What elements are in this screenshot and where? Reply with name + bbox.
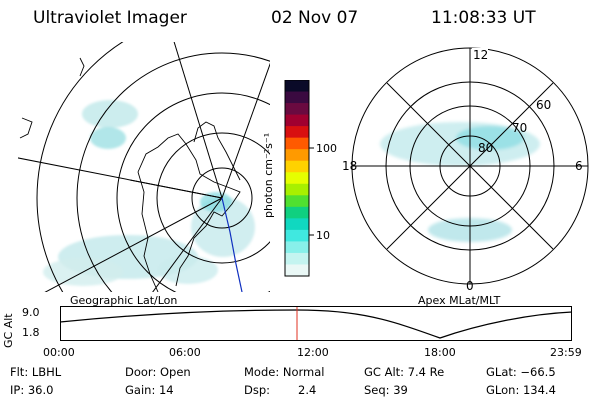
ip-readout: IP: 36.0	[10, 383, 54, 397]
glon-readout: GLon: 134.4	[486, 383, 556, 397]
mlat-label-60: 60	[536, 98, 551, 112]
dsp-value: 2.4	[298, 383, 317, 397]
left-map-caption: Geographic Lat/Lon	[70, 294, 178, 307]
gc-alt-ylabel: GC Alt	[2, 313, 15, 348]
right-polar-caption: Apex MLat/MLT	[418, 294, 501, 307]
colorbar-band	[285, 126, 309, 139]
gc-alt-ytick-1-8: 1.8	[22, 326, 40, 339]
colorbar-band	[285, 264, 309, 277]
polar-mlat-mlt-plot: 12 18 6 0 60 70 80	[342, 47, 589, 292]
colorbar-band	[285, 183, 309, 196]
colorbar-band	[285, 91, 309, 104]
colorbar-band	[285, 252, 309, 266]
xtick-1800: 18:00	[424, 346, 456, 359]
colorbar-unit-label: photon cm⁻²s⁻¹	[262, 132, 275, 218]
instrument-title: Ultraviolet Imager	[33, 8, 187, 28]
mlt-label-12: 12	[473, 48, 488, 62]
filter-readout: Flt: LBHL	[10, 365, 62, 379]
colorbar: 100 10	[284, 80, 337, 277]
colorbar-band	[285, 103, 309, 116]
coastline	[19, 57, 241, 292]
mlat-label-70: 70	[512, 121, 527, 135]
xtick-1200: 12:00	[297, 346, 329, 359]
xtick-0600: 06:00	[169, 346, 201, 359]
seq-readout: Seq: 39	[364, 383, 408, 397]
orbit-track	[221, 197, 243, 292]
colorbar-band	[285, 160, 309, 173]
mlt-label-0: 0	[466, 279, 474, 292]
xtick-2359: 23:59	[550, 346, 582, 359]
colorbar-band	[285, 206, 309, 219]
colorbar-band	[285, 218, 309, 231]
mlt-label-18: 18	[342, 159, 357, 173]
colorbar-band	[285, 149, 309, 162]
geographic-map	[18, 42, 270, 292]
colorbar-band	[285, 195, 309, 208]
colorbar-tick-100: 100	[316, 142, 337, 155]
mlat-label-80: 80	[478, 141, 493, 155]
gc-alt-plot	[60, 306, 573, 341]
dsp-label: Dsp:	[244, 383, 271, 397]
polar-auroral-oval	[380, 122, 540, 242]
colorbar-band	[285, 137, 309, 150]
gc-alt-readout: GC Alt: 7.4 Re	[364, 365, 445, 379]
observation-time: 11:08:33 UT	[431, 8, 536, 28]
colorbar-band	[285, 241, 309, 254]
colorbar-tick-10: 10	[316, 229, 330, 242]
xtick-0000: 00:00	[43, 346, 75, 359]
gc-alt-curve	[60, 309, 573, 339]
colorbar-band	[285, 114, 309, 127]
colorbar-band	[285, 172, 309, 185]
gc-alt-ytick-9: 9.0	[22, 306, 40, 319]
mode-readout: Mode: Normal	[244, 365, 325, 379]
auroral-emission	[43, 100, 255, 286]
glat-readout: GLat: −66.5	[486, 365, 556, 379]
mlt-label-6: 6	[575, 159, 583, 173]
colorbar-band	[285, 229, 309, 243]
door-readout: Door: Open	[125, 365, 191, 379]
observation-date: 02 Nov 07	[271, 8, 359, 28]
gain-readout: Gain: 14	[125, 383, 174, 397]
colorbar-band	[285, 80, 309, 93]
